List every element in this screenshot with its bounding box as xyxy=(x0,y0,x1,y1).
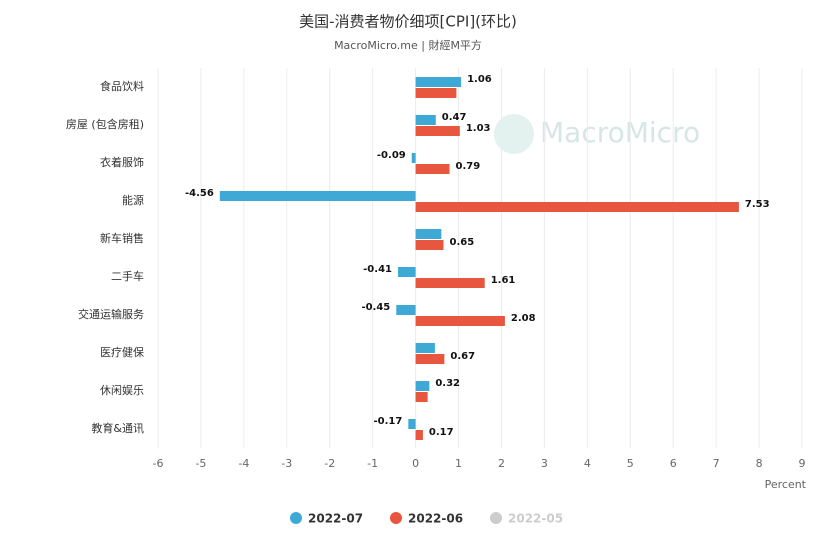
x-tick-label: 4 xyxy=(584,457,591,470)
bar xyxy=(415,164,450,174)
x-tick-label: 1 xyxy=(455,457,462,470)
y-tick-label: 教育&通讯 xyxy=(91,421,144,435)
x-tick-label: 7 xyxy=(713,457,720,470)
data-label: -0.17 xyxy=(373,416,402,427)
bar xyxy=(415,354,445,364)
bar xyxy=(415,430,423,440)
y-tick-label: 休闲娱乐 xyxy=(100,383,144,397)
x-tick-label: 9 xyxy=(799,457,806,470)
bar xyxy=(415,381,430,391)
y-tick-label: 交通运输服务 xyxy=(78,307,144,321)
legend-label: 2022-05 xyxy=(508,512,563,526)
data-label: -0.41 xyxy=(363,264,392,275)
bar xyxy=(408,419,416,429)
chart-title: 美国-消费者物价细项[CPI](环比) xyxy=(299,13,517,31)
x-tick-label: -6 xyxy=(153,457,164,470)
x-tick-label: 8 xyxy=(756,457,763,470)
x-tick-label: -2 xyxy=(324,457,335,470)
bar xyxy=(415,229,442,239)
legend-marker xyxy=(390,512,402,524)
x-tick-label: 6 xyxy=(670,457,677,470)
y-tick-label: 能源 xyxy=(122,193,144,207)
bar xyxy=(415,392,428,402)
data-label: 0.65 xyxy=(450,237,475,248)
y-tick-label: 衣着服饰 xyxy=(100,155,144,169)
data-label: 0.67 xyxy=(450,351,475,362)
data-label: 1.61 xyxy=(491,275,516,286)
x-tick-label: -3 xyxy=(281,457,292,470)
legend-marker xyxy=(290,512,302,524)
x-tick-label: 0 xyxy=(412,457,419,470)
x-axis-label: Percent xyxy=(765,478,807,491)
y-tick-label: 食品饮料 xyxy=(100,79,144,93)
data-label: 1.06 xyxy=(467,74,492,85)
y-tick-label: 新车销售 xyxy=(100,231,144,245)
x-tick-label: -4 xyxy=(238,457,249,470)
data-label: -0.09 xyxy=(377,150,406,161)
data-label: 1.03 xyxy=(466,123,491,134)
y-tick-label: 医疗健保 xyxy=(100,345,144,359)
bar xyxy=(415,202,739,212)
bar xyxy=(411,153,416,163)
bar xyxy=(397,267,416,277)
x-tick-label: 3 xyxy=(541,457,548,470)
legend-label: 2022-07 xyxy=(308,512,363,526)
data-label: 0.17 xyxy=(429,427,454,438)
bar xyxy=(415,115,436,125)
bar xyxy=(219,191,416,201)
bar xyxy=(396,305,416,315)
x-tick-label: 5 xyxy=(627,457,634,470)
y-tick-label: 二手车 xyxy=(111,269,144,283)
data-label: 0.79 xyxy=(456,161,481,172)
bar xyxy=(415,278,485,288)
bar xyxy=(415,88,457,98)
data-label: -0.45 xyxy=(361,302,390,313)
watermark: MacroMicro xyxy=(540,116,700,149)
data-label: 7.53 xyxy=(745,199,770,210)
legend-label: 2022-06 xyxy=(408,512,463,526)
data-label: 2.08 xyxy=(511,313,536,324)
x-tick-label: -5 xyxy=(195,457,206,470)
data-label: 0.47 xyxy=(442,112,467,123)
bar xyxy=(415,240,444,250)
legend-marker xyxy=(490,512,502,524)
bar xyxy=(415,343,435,353)
y-tick-label: 房屋 (包含房租) xyxy=(66,117,144,131)
bar xyxy=(415,77,462,87)
data-label: -4.56 xyxy=(185,188,214,199)
bar xyxy=(415,126,460,136)
x-tick-label: 2 xyxy=(498,457,505,470)
data-label: 0.32 xyxy=(435,378,460,389)
bar xyxy=(415,316,505,326)
x-tick-label: -1 xyxy=(367,457,378,470)
chart-subtitle: MacroMicro.me | 財經M平方 xyxy=(334,38,482,52)
watermark-logo xyxy=(494,114,534,154)
